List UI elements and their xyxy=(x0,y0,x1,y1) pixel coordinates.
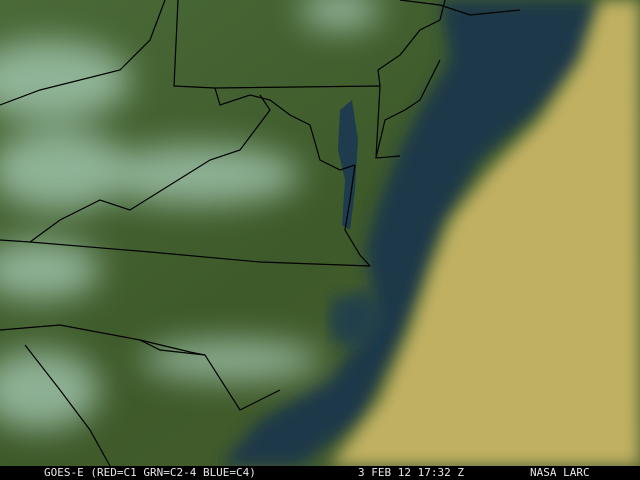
high-clouds xyxy=(0,0,380,430)
chesapeake-bay xyxy=(338,100,358,230)
satellite-map xyxy=(0,0,640,466)
timestamp-label: 3 FEB 12 17:32 Z xyxy=(358,466,464,479)
source-label: NASA LARC xyxy=(530,466,590,479)
ocean xyxy=(220,0,600,466)
pamlico-sound xyxy=(330,290,385,350)
low-cloud-field xyxy=(330,0,640,466)
state-borders xyxy=(0,0,521,466)
image-caption-bar: GOES-E (RED=C1 GRN=C2-4 BLUE=C4) 3 FEB 1… xyxy=(0,466,640,480)
satellite-channel-label: GOES-E (RED=C1 GRN=C2-4 BLUE=C4) xyxy=(44,466,256,479)
